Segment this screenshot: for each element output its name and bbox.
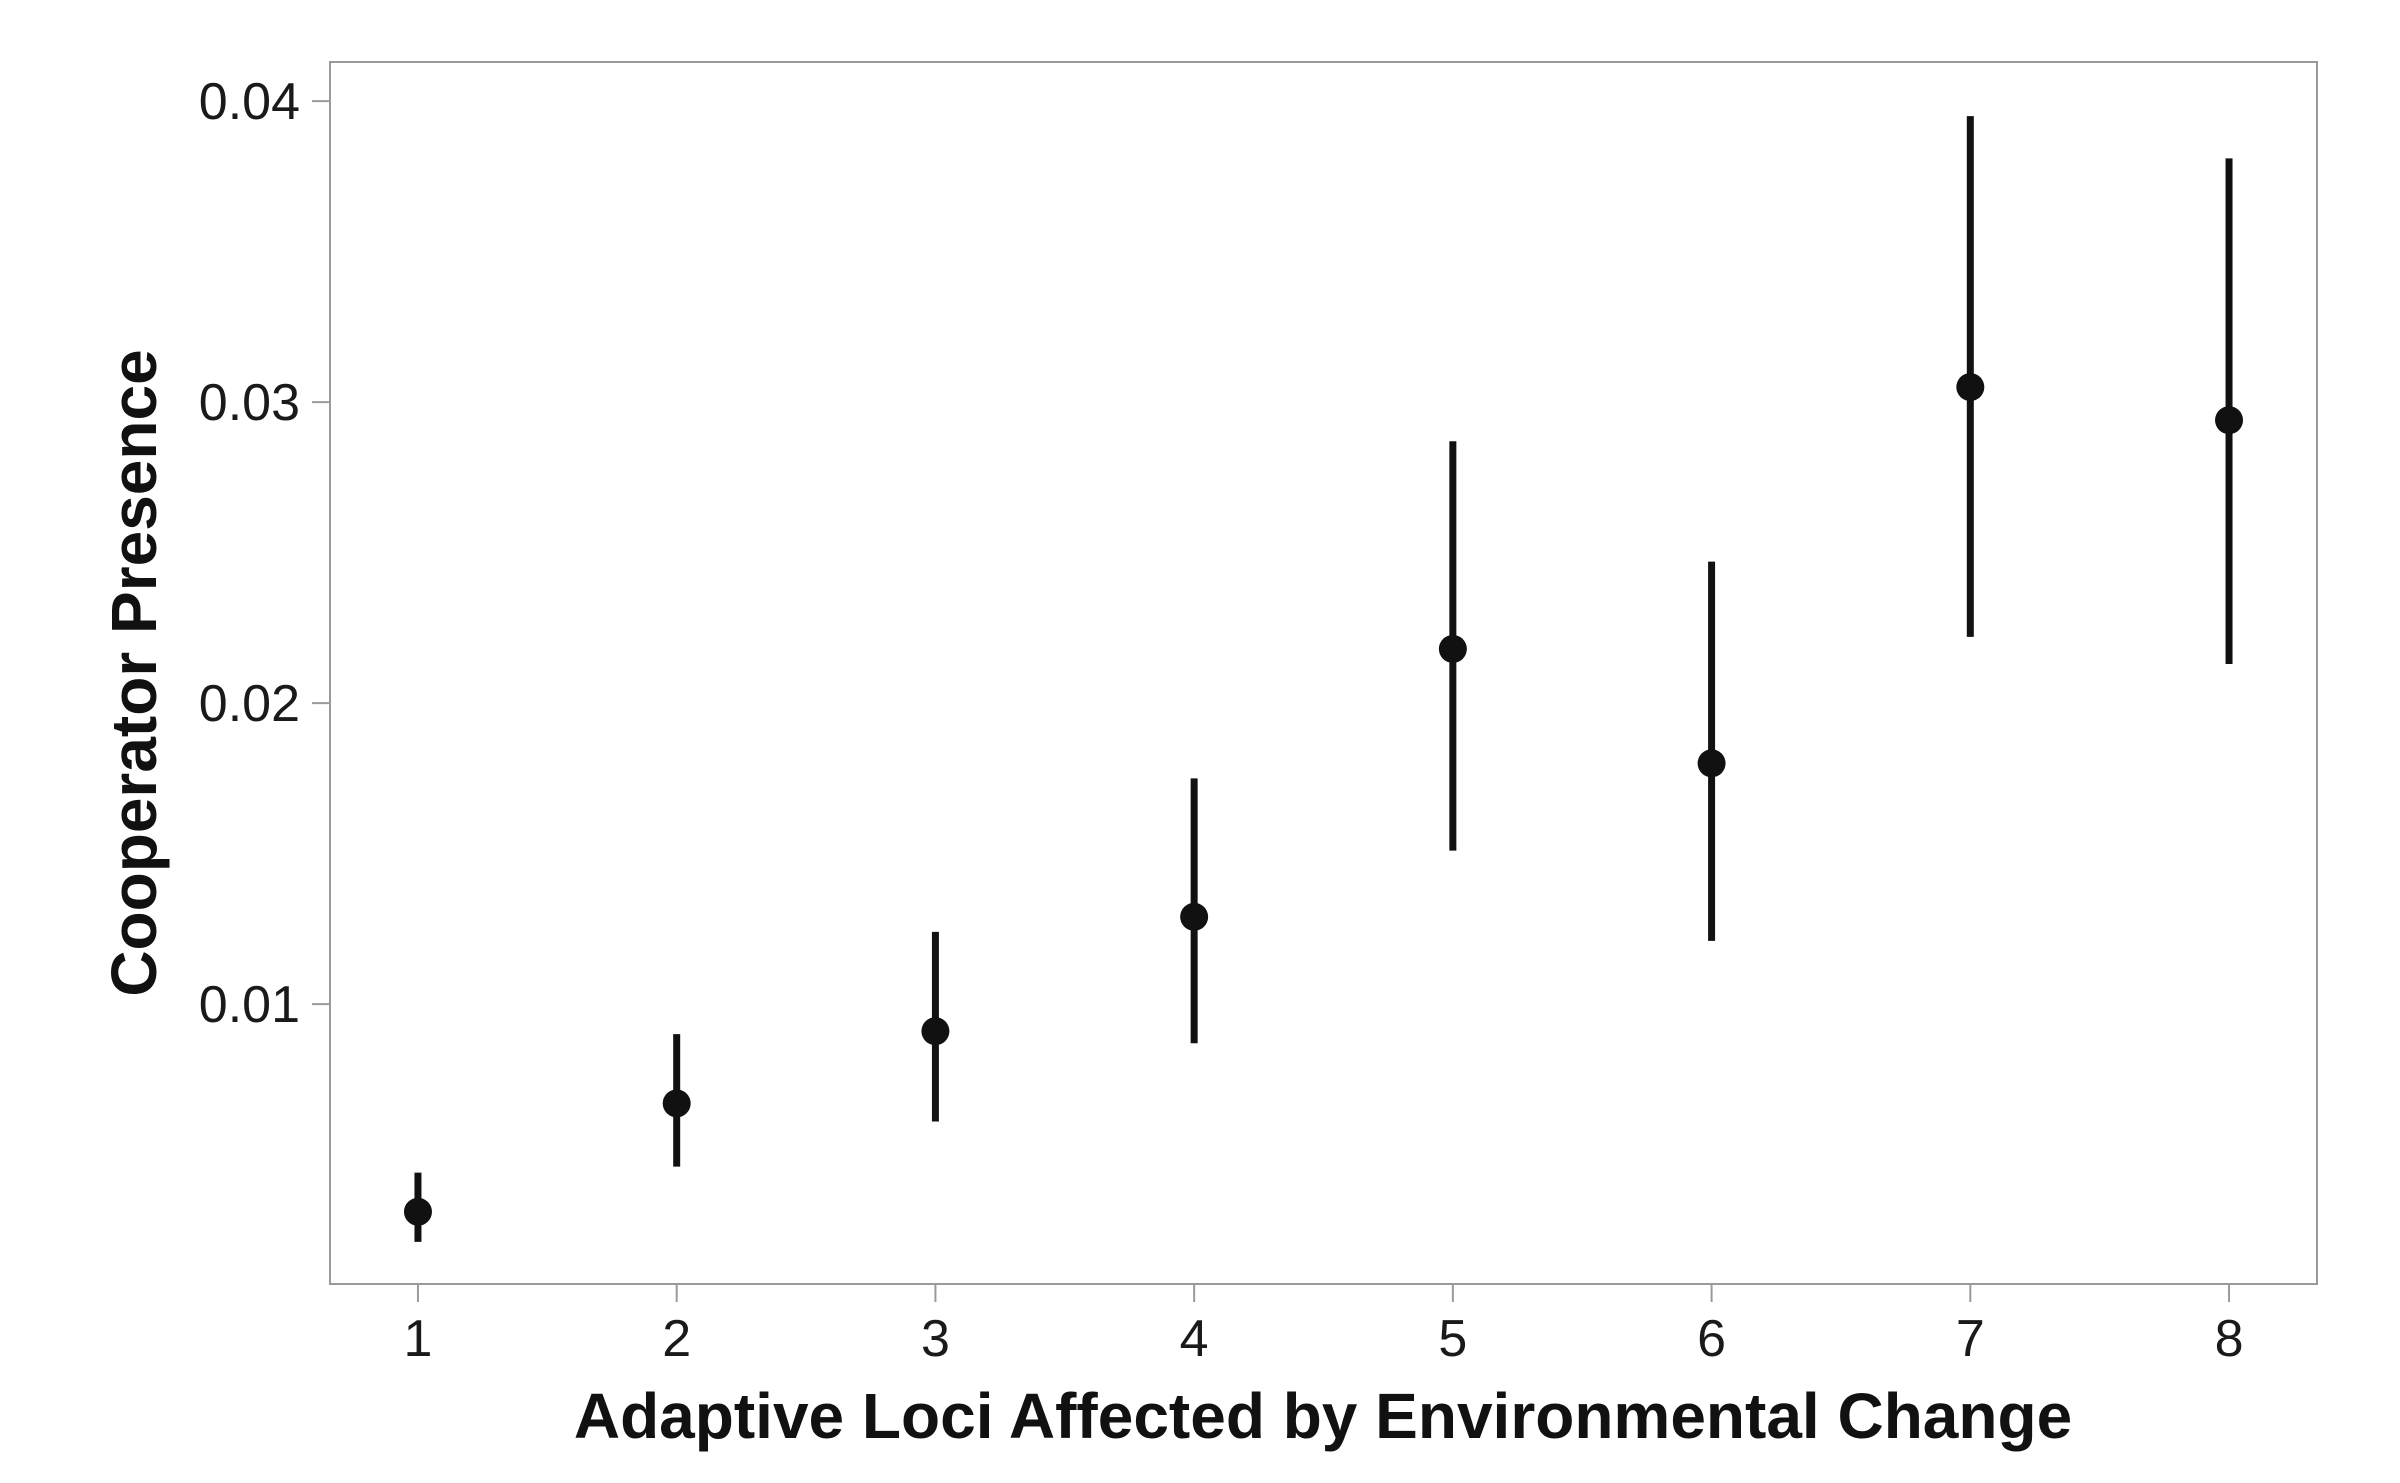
x-tick-label: 2 xyxy=(662,1310,691,1368)
data-point xyxy=(1697,749,1726,778)
data-point xyxy=(1180,902,1209,931)
data-points xyxy=(403,373,2244,1226)
error-bars xyxy=(414,116,2233,1242)
data-point xyxy=(921,1017,950,1046)
x-axis: 1 2 3 4 5 6 7 8 xyxy=(404,1284,2244,1368)
x-tick-label: 3 xyxy=(921,1310,950,1368)
y-tick-label: 0.02 xyxy=(199,675,300,733)
y-tick-label: 0.04 xyxy=(199,73,300,131)
x-tick-label: 6 xyxy=(1697,1310,1726,1368)
y-axis: 0.01 0.02 0.03 0.04 xyxy=(199,73,330,1034)
plot-frame xyxy=(329,61,2318,1285)
y-axis-title: Cooperator Presence xyxy=(98,349,170,996)
x-tick-label: 4 xyxy=(1180,1310,1209,1368)
x-tick-label: 7 xyxy=(1956,1310,1985,1368)
x-tick-label: 8 xyxy=(2215,1310,2244,1368)
data-point xyxy=(662,1089,691,1118)
data-point xyxy=(403,1197,432,1226)
y-tick-label: 0.01 xyxy=(199,976,300,1034)
y-tick-label: 0.03 xyxy=(199,374,300,432)
x-axis-title: Adaptive Loci Affected by Environmental … xyxy=(574,1380,2072,1452)
data-point xyxy=(1438,634,1467,663)
data-point xyxy=(1956,373,1985,402)
x-tick-label: 5 xyxy=(1438,1310,1467,1368)
data-point xyxy=(2215,406,2244,435)
x-tick-label: 1 xyxy=(404,1310,433,1368)
